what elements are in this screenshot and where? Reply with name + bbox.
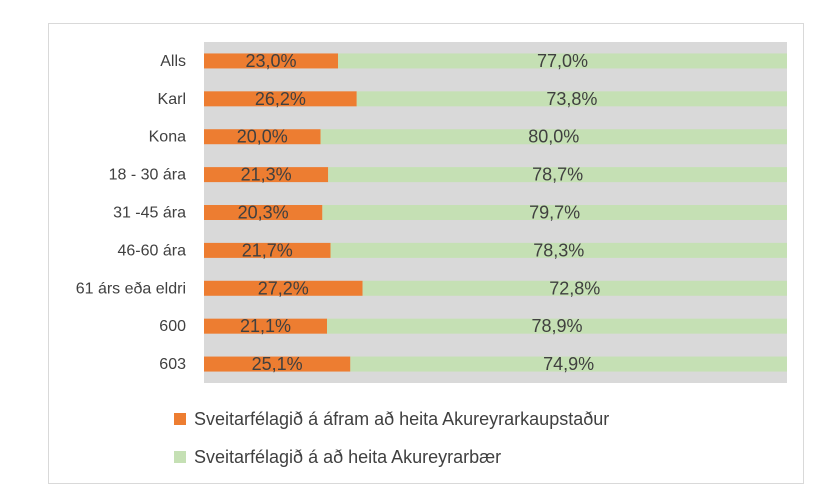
data-label: 25,1% [252,354,303,374]
data-label: 21,1% [240,316,291,336]
data-label: 21,3% [241,165,292,185]
bar-series-2 [330,242,787,258]
bar-series-2 [356,91,787,107]
bar-series-2 [338,53,787,69]
legend-swatch [174,413,186,425]
data-label: 26,2% [255,89,306,109]
data-label: 23,0% [246,51,297,71]
category-label: 61 árs eða eldri [76,280,186,297]
bar-series-2 [362,280,787,296]
bar-series-1 [204,356,351,372]
bar-series-2 [327,318,787,334]
data-label: 77,0% [537,51,588,71]
data-label: 79,7% [529,203,580,223]
data-label: 74,9% [543,354,594,374]
bar-series-2 [322,205,787,220]
data-labels: 23,0% 77,0% 26,2% 73,8% 20,0% 80,0% 21,3% 78,7%… [237,51,601,374]
bar-series-1 [204,318,328,334]
stacked-bar-chart: Alls Karl Kona 18 - 30 ára 31 -45 ára 46-60 á… [76,42,787,467]
data-label: 21,7% [242,240,293,260]
bar-series-2 [328,167,787,183]
data-label: 20,3% [238,203,289,223]
bar-series [204,53,787,372]
category-label: 18 - 30 ára [109,167,186,184]
data-label: 27,2% [258,278,309,298]
bar-series-1 [204,280,363,296]
legend-entry: Sveitarfélagið á áfram að heita Akureyra… [194,409,609,429]
bar-series-1 [204,205,323,220]
bar-series-1 [204,129,321,145]
data-label: 20,0% [237,127,288,147]
category-label: Kona [149,129,186,146]
data-label: 78,3% [533,240,584,260]
bar-series-1 [204,91,357,107]
bar-series-1 [204,242,331,258]
bar-series-2 [350,356,787,372]
category-label: 46-60 ára [118,242,187,259]
data-label: 72,8% [549,278,600,298]
legend: Sveitarfélagið á áfram að heita Akureyra… [174,409,609,467]
chart-frame: Alls Karl Kona 18 - 30 ára 31 -45 ára 46-60 á… [48,23,804,484]
legend-entry: Sveitarfélagið á að heita Akureyrarbær [194,447,501,467]
data-label: 73,8% [546,89,597,109]
category-axis-labels: Alls Karl Kona 18 - 30 ára 31 -45 ára 46-60 á… [76,53,186,373]
category-label: 31 -45 ára [113,205,186,222]
category-label: Alls [160,53,186,70]
data-label: 78,9% [531,316,582,336]
category-label: Karl [158,91,186,108]
category-label: 600 [159,318,186,335]
legend-swatch [174,451,186,463]
bar-series-2 [320,129,787,145]
data-label: 78,7% [532,165,583,185]
bar-series-1 [204,167,329,183]
data-label: 80,0% [528,127,579,147]
category-label: 603 [159,356,186,373]
bar-series-1 [204,53,339,69]
